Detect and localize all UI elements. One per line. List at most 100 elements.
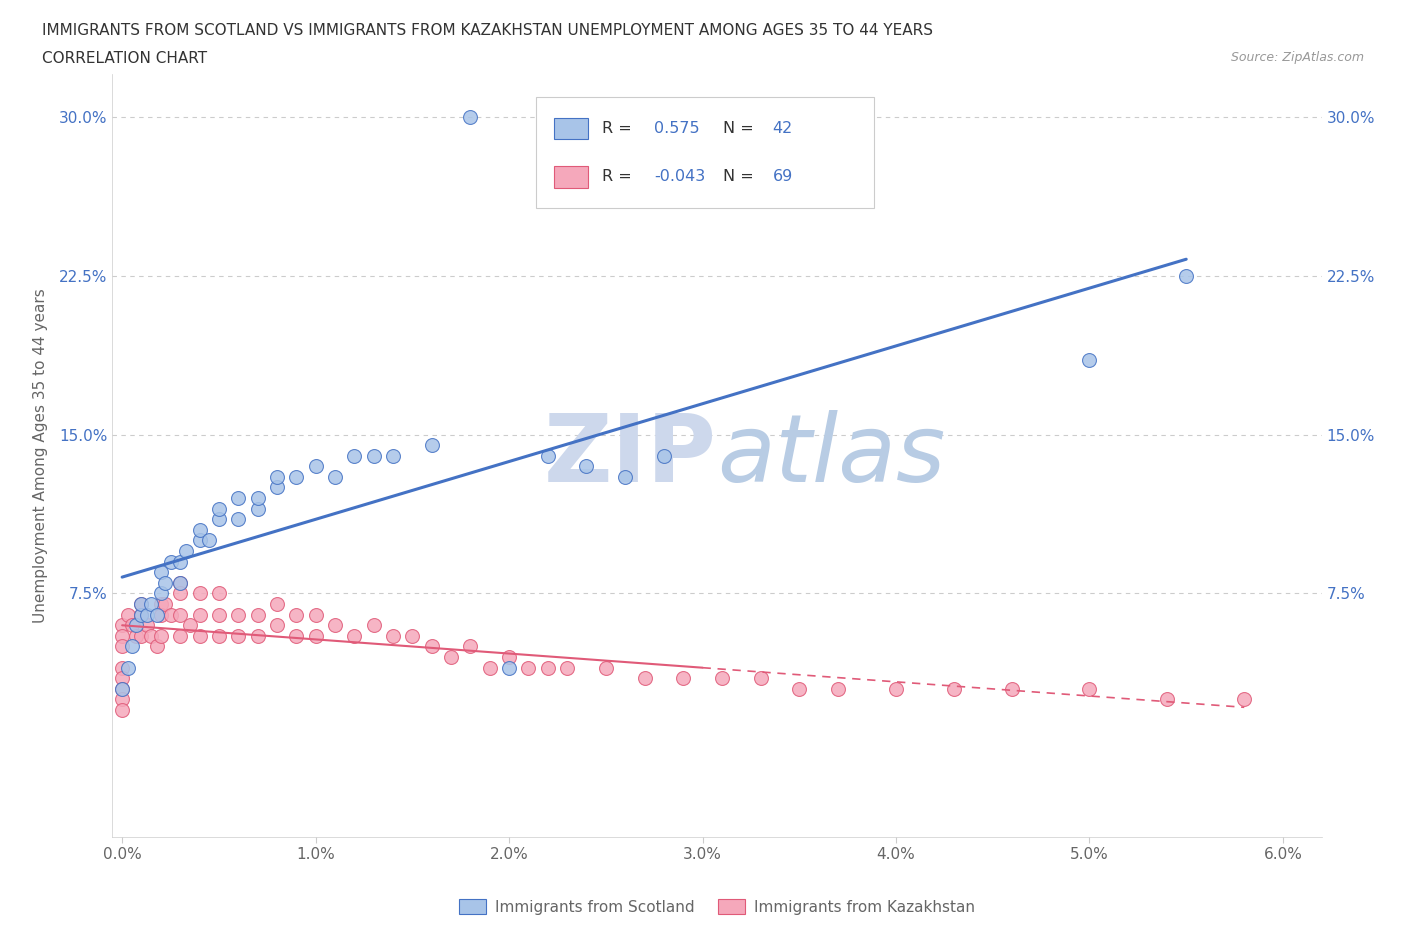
Point [169, 576, 191, 591]
Point [111, 639, 134, 654]
Point [440, 649, 463, 664]
Point [208, 629, 231, 644]
Point [420, 438, 443, 453]
Text: CORRELATION CHART: CORRELATION CHART [42, 51, 207, 66]
Point [131, 607, 153, 622]
Point [141, 629, 163, 644]
Point [117, 660, 139, 675]
Point [121, 618, 143, 632]
Text: 69: 69 [773, 169, 793, 184]
Point [188, 523, 211, 538]
Point [304, 458, 326, 473]
Point [111, 671, 134, 685]
Point [614, 470, 637, 485]
Point [111, 682, 134, 697]
Point [537, 448, 560, 463]
Point [208, 512, 231, 526]
Point [117, 607, 139, 622]
Text: -0.043: -0.043 [654, 169, 706, 184]
Text: 42: 42 [773, 121, 793, 136]
Point [111, 702, 134, 717]
Point [226, 512, 249, 526]
Point [198, 533, 221, 548]
Point [323, 618, 346, 632]
Text: Source: ZipAtlas.com: Source: ZipAtlas.com [1230, 51, 1364, 64]
Point [420, 639, 443, 654]
Point [943, 682, 966, 697]
Point [149, 607, 172, 622]
Point [827, 682, 849, 697]
Point [208, 501, 231, 516]
Point [111, 692, 134, 707]
Point [149, 629, 172, 644]
Point [1175, 268, 1198, 283]
Point [555, 660, 578, 675]
Point [652, 448, 675, 463]
Point [136, 607, 159, 622]
Point [382, 629, 405, 644]
Text: 0.575: 0.575 [654, 121, 700, 136]
Point [169, 576, 191, 591]
FancyBboxPatch shape [536, 98, 875, 208]
Point [1233, 692, 1256, 707]
Text: R =: R = [602, 121, 637, 136]
Point [304, 629, 326, 644]
Point [226, 629, 249, 644]
Point [153, 596, 176, 611]
Point [884, 682, 907, 697]
Point [246, 607, 269, 622]
Point [672, 671, 695, 685]
Point [188, 629, 211, 644]
Point [159, 607, 181, 622]
Point [749, 671, 772, 685]
Point [498, 660, 520, 675]
Point [226, 491, 249, 506]
Point [169, 586, 191, 601]
Point [125, 629, 148, 644]
Point [517, 660, 540, 675]
Point [131, 629, 153, 644]
Point [159, 554, 181, 569]
Bar [554, 117, 588, 139]
Point [111, 682, 134, 697]
Point [787, 682, 810, 697]
Point [285, 607, 308, 622]
Point [460, 639, 482, 654]
Point [246, 491, 269, 506]
Text: IMMIGRANTS FROM SCOTLAND VS IMMIGRANTS FROM KAZAKHSTAN UNEMPLOYMENT AMONG AGES 3: IMMIGRANTS FROM SCOTLAND VS IMMIGRANTS F… [42, 23, 934, 38]
Point [136, 618, 159, 632]
Point [188, 586, 211, 601]
Point [1078, 682, 1101, 697]
Point [149, 586, 172, 601]
Point [363, 448, 385, 463]
Point [179, 618, 201, 632]
Text: atlas: atlas [717, 410, 945, 501]
Point [208, 586, 231, 601]
Point [498, 649, 520, 664]
Point [323, 470, 346, 485]
Point [285, 629, 308, 644]
Point [111, 618, 134, 632]
Point [188, 533, 211, 548]
Point [285, 470, 308, 485]
Point [266, 618, 288, 632]
Legend: Immigrants from Scotland, Immigrants from Kazakhstan: Immigrants from Scotland, Immigrants fro… [453, 893, 981, 921]
Point [1001, 682, 1024, 697]
Point [343, 448, 366, 463]
Point [460, 110, 482, 125]
Point [633, 671, 655, 685]
Point [595, 660, 617, 675]
Point [266, 470, 288, 485]
Point [188, 607, 211, 622]
Point [121, 639, 143, 654]
Text: R =: R = [602, 169, 637, 184]
Point [304, 607, 326, 622]
Bar [554, 166, 588, 188]
Point [382, 448, 405, 463]
Point [575, 458, 598, 473]
Point [169, 607, 191, 622]
Point [266, 480, 288, 495]
Point [343, 629, 366, 644]
Point [141, 596, 163, 611]
Point [169, 554, 191, 569]
